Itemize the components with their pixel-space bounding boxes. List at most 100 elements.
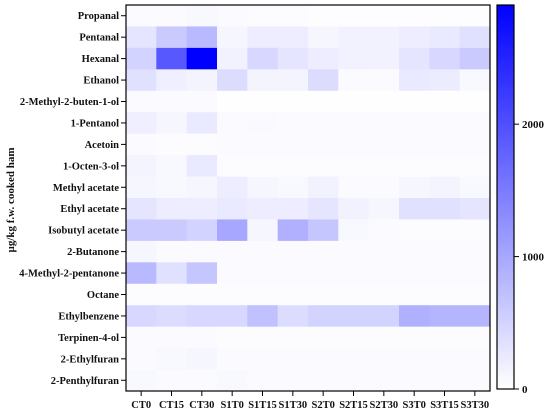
heatmap-cell xyxy=(429,369,461,392)
heatmap-cell xyxy=(247,198,279,220)
heatmap-cell xyxy=(126,155,157,177)
heatmap-cell xyxy=(156,326,188,349)
colorbar: 0 1000 2000 xyxy=(496,4,545,396)
heatmap-cell xyxy=(399,69,430,92)
column-label: S3T30 xyxy=(461,400,490,411)
heatmap-cell xyxy=(156,69,188,92)
row-label: Methyl acetate xyxy=(53,183,120,194)
column-label: S1T0 xyxy=(220,400,243,411)
heatmap-cell xyxy=(217,112,248,135)
heatmap-cell xyxy=(247,348,279,370)
heatmap-cell xyxy=(429,262,461,285)
heatmap-cell xyxy=(217,219,248,242)
row-label: Ethanol xyxy=(83,76,119,87)
heatmap-cell xyxy=(399,47,430,70)
heatmap-cell xyxy=(156,155,188,177)
heatmap-cell xyxy=(368,240,400,263)
heatmap-cell xyxy=(247,112,279,135)
heatmap-cell xyxy=(308,240,339,263)
heatmap-cell xyxy=(277,369,309,392)
heatmap-cell xyxy=(217,283,248,306)
row-labels: Propanal Pentanal Hexanal Ethanol 2-Methyl-2… xyxy=(19,11,126,387)
row-label: Pentanal xyxy=(79,33,119,44)
heatmap-cell xyxy=(308,155,339,177)
heatmap-cell xyxy=(368,155,400,177)
heatmap-cell xyxy=(277,219,309,242)
heatmap-cell xyxy=(368,283,400,306)
heatmap-cell xyxy=(459,133,491,156)
heatmap-cell xyxy=(308,176,339,199)
heatmap-cell xyxy=(308,219,339,242)
heatmap-cell xyxy=(126,262,157,285)
heatmap-cell xyxy=(126,90,157,113)
row-label: Isobutyl acetate xyxy=(48,226,119,237)
heatmap-cell xyxy=(368,326,400,349)
heatmap-cell xyxy=(368,176,400,199)
heatmap-cell xyxy=(368,112,400,135)
heatmap-cell xyxy=(156,198,188,220)
heatmap-cell xyxy=(429,240,461,263)
heatmap-cell xyxy=(156,176,188,199)
heatmap-cell xyxy=(186,176,218,199)
row-label: Terpinen-4-ol xyxy=(58,333,119,344)
heatmap-cell xyxy=(156,90,188,113)
heatmap-cell xyxy=(186,155,218,177)
heatmap-cell xyxy=(277,305,309,328)
heatmap-cell xyxy=(308,326,339,349)
heatmap-cell xyxy=(156,5,188,27)
heatmap-cell xyxy=(368,90,400,113)
heatmap-cell xyxy=(399,155,430,177)
heatmap-cell xyxy=(338,176,370,199)
row-label: Hexanal xyxy=(82,54,119,65)
heatmap-cell xyxy=(338,112,370,135)
heatmap-cell xyxy=(368,262,400,285)
heatmap-cell xyxy=(459,90,491,113)
heatmap-cell xyxy=(338,219,370,242)
heatmap-cell xyxy=(186,90,218,113)
heatmap-cell xyxy=(126,198,157,220)
heatmap-cell xyxy=(459,112,491,135)
heatmap-cell xyxy=(277,348,309,370)
heatmap-cell xyxy=(247,305,279,328)
heatmap-cell xyxy=(217,305,248,328)
heatmap-cell xyxy=(459,155,491,177)
heatmap-cell xyxy=(247,5,279,27)
heatmap-cell xyxy=(368,198,400,220)
heatmap-cell xyxy=(308,262,339,285)
heatmap-cell xyxy=(338,283,370,306)
row-label: 2-Butanone xyxy=(67,247,119,258)
heatmap-cell xyxy=(368,47,400,70)
heatmap-cell xyxy=(277,5,309,27)
heatmap-cell xyxy=(399,240,430,263)
heatmap-cell xyxy=(247,369,279,392)
heatmap-cell xyxy=(126,176,157,199)
heatmap-cell xyxy=(399,262,430,285)
heatmap-cell xyxy=(459,348,491,370)
heatmap-cell xyxy=(186,283,218,306)
heatmap-cell xyxy=(399,305,430,328)
heatmap-cell xyxy=(156,283,188,306)
heatmap-cell xyxy=(429,47,461,70)
heatmap-cell xyxy=(186,219,218,242)
heatmap-cell xyxy=(186,198,218,220)
heatmap-cell xyxy=(459,326,491,349)
heatmap-cell xyxy=(126,5,157,27)
heatmap-cell xyxy=(368,305,400,328)
plot-frame xyxy=(125,4,491,392)
heatmap-cell xyxy=(156,305,188,328)
column-label: S2T0 xyxy=(311,400,334,411)
colorbar-tick-label: 1000 xyxy=(522,252,545,264)
heatmap-cell xyxy=(156,47,188,70)
heatmap-cell xyxy=(277,283,309,306)
heatmap-cell xyxy=(186,348,218,370)
heatmap-cell xyxy=(308,5,339,27)
heatmap-cell xyxy=(247,26,279,49)
heatmap-cell xyxy=(156,133,188,156)
heatmap-cell xyxy=(126,112,157,135)
row-label: Ethyl acetate xyxy=(60,204,119,215)
heatmap-cell xyxy=(368,369,400,392)
heatmap-cell xyxy=(429,133,461,156)
heatmap-cell xyxy=(186,69,218,92)
colorbar-tick-label: 0 xyxy=(522,384,528,396)
heatmap-cell xyxy=(399,198,430,220)
